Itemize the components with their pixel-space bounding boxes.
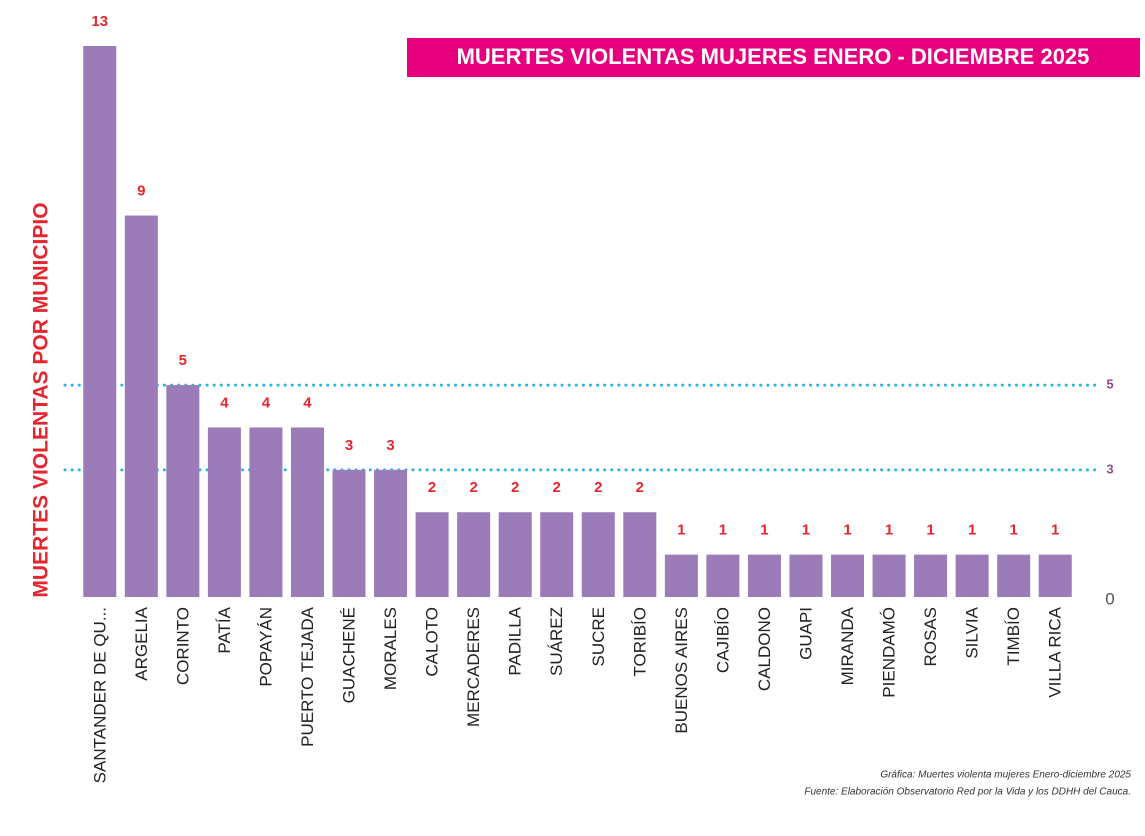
x-tick-label: MORALES (381, 607, 400, 690)
value-label: 9 (137, 183, 145, 200)
note: Fuente: Elaboración Observatorio Red por… (804, 787, 1131, 798)
bar (332, 469, 366, 597)
x-tick-label: ARGELIA (132, 606, 151, 680)
x-tick-label: ROSAS (921, 607, 940, 667)
x-tick-label: SANTANDER DE QU... (90, 607, 109, 783)
value-label: 1 (719, 522, 727, 539)
x-tick-label: PIENDAMÓ (880, 607, 899, 698)
x-tick-label: TIMBÍO (1004, 607, 1023, 666)
x-tick-label: MIRANDA (838, 606, 857, 685)
bar (664, 554, 698, 597)
bar (581, 512, 615, 597)
bar (207, 427, 241, 597)
value-label: 1 (802, 522, 810, 539)
value-label: 5 (179, 352, 187, 369)
bar (706, 554, 740, 597)
bar (872, 554, 906, 597)
x-tick-label: GUACHENÉ (340, 607, 359, 703)
bar (415, 512, 449, 597)
x-tick-label: MERCADERES (464, 607, 483, 727)
value-label: 1 (926, 522, 934, 539)
value-label: 1 (1010, 522, 1018, 539)
x-tick-label: GUAPI (796, 607, 815, 660)
x-tick-label: CALOTO (423, 607, 442, 677)
bar (457, 512, 491, 597)
title-box (407, 38, 1140, 77)
value-label: 4 (262, 394, 271, 411)
bar (124, 215, 158, 598)
value-label: 2 (594, 479, 602, 496)
bar (955, 554, 989, 597)
bar (914, 554, 948, 597)
value-label: 1 (885, 522, 893, 539)
x-tick-label: PADILLA (506, 606, 525, 675)
x-tick-label: CAJIBÍO (713, 607, 732, 673)
x-tick-label: SILVIA (963, 606, 982, 658)
bar (831, 554, 865, 597)
value-label: 4 (303, 394, 312, 411)
bar (290, 427, 324, 597)
bar (498, 512, 532, 597)
x-tick-label: PATÍA (215, 606, 234, 653)
value-label: 2 (636, 479, 644, 496)
x-tick-label: VILLA RICA (1046, 606, 1065, 697)
x-tick-label: TORIBÍO (630, 607, 649, 677)
y-tick-label: 3 (1106, 461, 1113, 476)
y-tick-label: 5 (1106, 377, 1113, 392)
bar (1038, 554, 1072, 597)
value-label: 13 (91, 13, 108, 30)
x-tick-label: CORINTO (173, 607, 192, 685)
value-label: 3 (345, 437, 353, 454)
x-tick-label: SUCRE (589, 607, 608, 667)
value-label: 2 (553, 479, 561, 496)
y-axis-label: MUERTES VIOLENTAS POR MUNICIPIO (30, 202, 53, 597)
bar (623, 512, 657, 597)
value-label: 1 (843, 522, 851, 539)
bar (540, 512, 574, 597)
value-label: 1 (760, 522, 768, 539)
note: Gráfica: Muertes violenta mujeres Enero-… (880, 770, 1131, 781)
bar (166, 385, 200, 597)
x-tick-label: PUERTO TEJADA (298, 606, 317, 746)
value-label: 1 (968, 522, 976, 539)
x-tick-label: CALDONO (755, 607, 774, 691)
x-tick-label: BUENOS AIRES (672, 607, 691, 734)
value-label: 2 (469, 479, 477, 496)
bar (83, 46, 117, 597)
x-tick-label: POPAYÁN (256, 607, 275, 687)
bar (789, 554, 823, 597)
value-label: 2 (511, 479, 519, 496)
x-tick-label: SUÁREZ (547, 607, 566, 676)
bar (747, 554, 781, 597)
value-label: 4 (220, 394, 229, 411)
bar (374, 469, 408, 597)
value-label: 2 (428, 479, 436, 496)
value-label: 1 (1051, 522, 1059, 539)
bar (249, 427, 283, 597)
value-label: 3 (386, 437, 394, 454)
chart-title: MUERTES VIOLENTAS MUJERES ENERO - DICIEM… (457, 44, 1090, 69)
bar (997, 554, 1031, 597)
value-label: 1 (677, 522, 685, 539)
y-tick-label: 0 (1105, 589, 1114, 608)
